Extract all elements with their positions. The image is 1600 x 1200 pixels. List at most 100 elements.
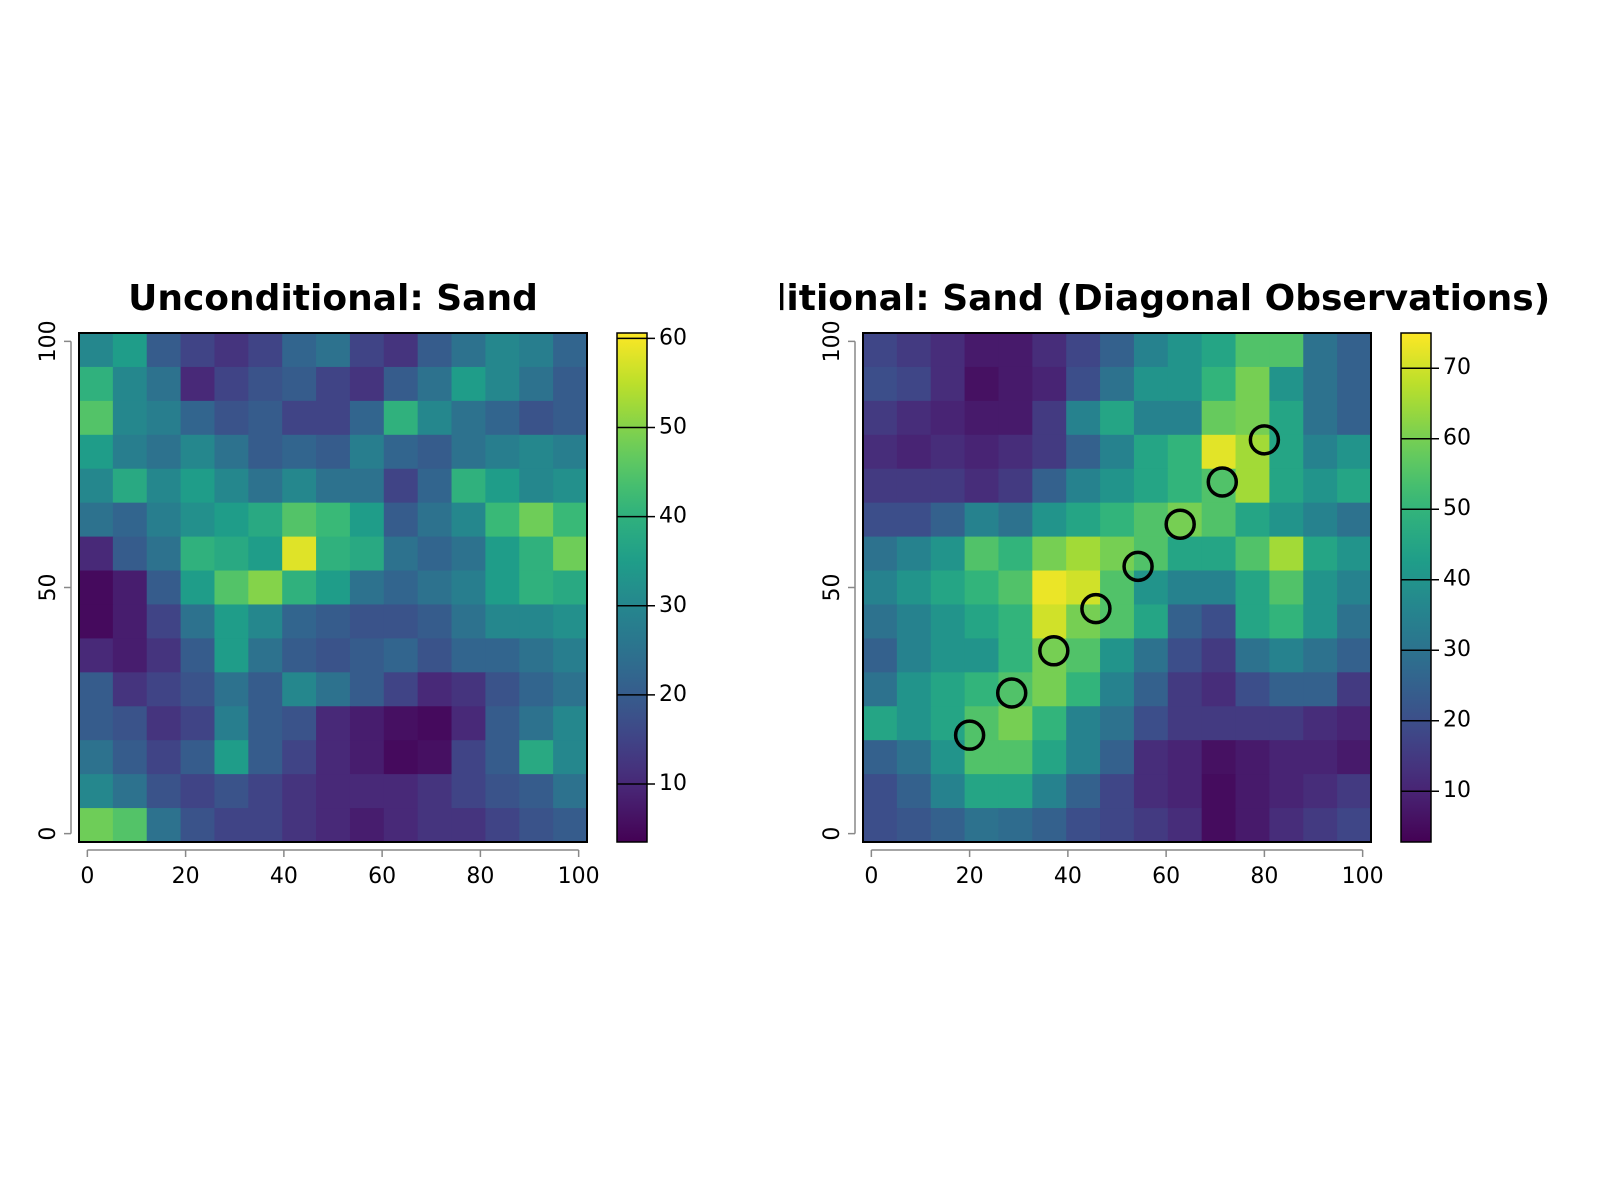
- heatmap-cell: [519, 333, 554, 368]
- heatmap-cell: [1201, 774, 1237, 809]
- heatmap-cell: [1269, 706, 1304, 741]
- heatmap-cell: [1201, 570, 1237, 606]
- heatmap-cell: [248, 740, 283, 775]
- heatmap-cell: [214, 468, 249, 504]
- heatmap-cell: [180, 638, 216, 673]
- heatmap-cell: [282, 434, 317, 470]
- heatmap-cell: [417, 468, 453, 504]
- heatmap-cell: [485, 434, 520, 470]
- heatmap-cell: [146, 468, 182, 504]
- heatmap-cell: [553, 774, 588, 809]
- heatmap-cell: [79, 536, 114, 572]
- heatmap-cell: [1133, 740, 1169, 775]
- heatmap-cell: [998, 366, 1033, 402]
- heatmap-cell: [519, 536, 554, 572]
- heatmap-cell: [1201, 740, 1237, 775]
- heatmap-cell: [1269, 604, 1304, 639]
- heatmap-cell: [485, 536, 520, 572]
- heatmap-cell: [896, 468, 932, 504]
- heatmap-cell: [1235, 774, 1270, 809]
- heatmap-cell: [485, 604, 520, 639]
- heatmap-cell: [112, 706, 148, 741]
- heatmap-cell: [383, 672, 419, 707]
- heatmap-cell: [519, 672, 554, 707]
- heatmap-cell: [146, 774, 182, 809]
- heatmap-cell: [930, 366, 966, 402]
- heatmap-cell: [519, 468, 554, 504]
- heatmap-cell: [146, 638, 182, 673]
- heatmap-cell: [1032, 808, 1067, 843]
- x-tick-label: 100: [558, 864, 600, 889]
- x-tick-label: 100: [1342, 864, 1384, 889]
- heatmap-cell: [214, 604, 249, 639]
- heatmap-cell: [214, 333, 249, 368]
- heatmap-cell: [1235, 502, 1270, 538]
- heatmap-cell: [112, 434, 148, 470]
- heatmap-cell: [112, 502, 148, 538]
- heatmap-cell: [349, 740, 385, 775]
- heatmap-cell: [248, 706, 283, 741]
- heatmap-cell: [1303, 740, 1338, 775]
- y-tick-label: 50: [36, 574, 61, 602]
- heatmap-cell: [1066, 502, 1101, 538]
- heatmap-cell: [1337, 672, 1372, 707]
- chart-title: Conditional: Sand (Diagonal Observations…: [684, 278, 1550, 319]
- heatmap-cell: [998, 570, 1033, 606]
- heatmap-cell: [349, 434, 385, 470]
- heatmap-cell: [1066, 333, 1101, 368]
- heatmap-cell: [79, 366, 114, 402]
- heatmap-cell: [1032, 502, 1067, 538]
- heatmap-cell: [383, 570, 419, 606]
- heatmap-cell: [1303, 366, 1338, 402]
- x-tick-label: 0: [864, 864, 878, 889]
- heatmap-cell: [146, 808, 182, 843]
- x-tick-label: 60: [368, 864, 396, 889]
- heatmap-cell: [863, 434, 898, 470]
- heatmap-cell: [1269, 808, 1304, 843]
- heatmap-cell: [930, 808, 966, 843]
- heatmap-cell: [553, 536, 588, 572]
- heatmap-cell: [79, 434, 114, 470]
- heatmap-cell: [1167, 604, 1203, 639]
- heatmap-cell: [112, 740, 148, 775]
- heatmap-cell: [383, 740, 419, 775]
- x-tick-label: 0: [80, 864, 94, 889]
- colorbar-tick-label: 30: [1443, 637, 1471, 662]
- x-tick-label: 80: [466, 864, 494, 889]
- heatmap-cell: [896, 808, 932, 843]
- heatmap-cell: [1303, 774, 1338, 809]
- heatmap-cell: [896, 536, 932, 572]
- heatmap-cell: [1167, 536, 1203, 572]
- heatmap-cell: [485, 400, 520, 436]
- heatmap-cell: [1066, 774, 1101, 809]
- heatmap-cell: [146, 366, 182, 402]
- heatmap-cell: [248, 536, 283, 572]
- heatmap-cell: [930, 333, 966, 368]
- heatmap-cell: [248, 672, 283, 707]
- heatmap-cell: [485, 706, 520, 741]
- heatmap-cell: [1032, 536, 1067, 572]
- heatmap-cell: [1032, 604, 1067, 639]
- heatmap-cell: [282, 672, 317, 707]
- heatmap-cell: [112, 570, 148, 606]
- heatmap-cell: [964, 570, 1000, 606]
- heatmap-cell: [1032, 366, 1067, 402]
- heatmap-cell: [180, 536, 216, 572]
- heatmap-cell: [282, 366, 317, 402]
- heatmap-cell: [519, 366, 554, 402]
- heatmap-cell: [998, 604, 1033, 639]
- heatmap-cell: [349, 333, 385, 368]
- heatmap-cell: [417, 740, 453, 775]
- heatmap-cell: [896, 706, 932, 741]
- heatmap-cell: [485, 638, 520, 673]
- heatmap-cell: [417, 434, 453, 470]
- heatmap-cell: [930, 672, 966, 707]
- heatmap-cell: [214, 638, 249, 673]
- heatmap-cell: [112, 638, 148, 673]
- heatmap-cell: [417, 638, 453, 673]
- heatmap-cell: [1066, 434, 1101, 470]
- heatmap-cell: [79, 638, 114, 673]
- heatmap-cell: [964, 536, 1000, 572]
- colorbar-tick-label: 60: [659, 325, 687, 350]
